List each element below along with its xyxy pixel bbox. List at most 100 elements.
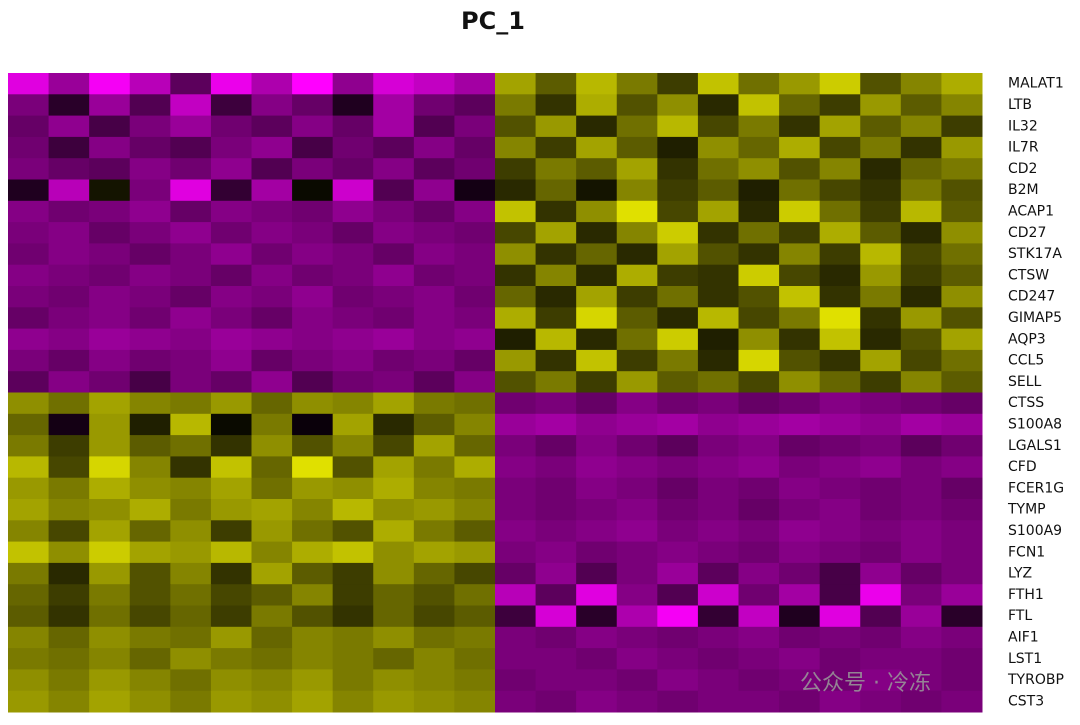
heatmap-cell: [535, 115, 577, 138]
heatmap-cell: [657, 73, 699, 95]
heatmap-cell: [8, 243, 50, 266]
heatmap-cell: [170, 136, 212, 159]
heatmap-cell: [495, 477, 537, 500]
heatmap-cell: [454, 264, 496, 287]
heatmap-cell: [210, 243, 252, 266]
heatmap-cell: [129, 499, 171, 521]
heatmap-cell: [413, 371, 455, 393]
heatmap-cell: [495, 541, 537, 564]
heatmap-cell: [860, 584, 902, 606]
heatmap-cell: [373, 136, 415, 159]
heatmap-cell: [495, 328, 537, 351]
heatmap-cell: [576, 669, 618, 692]
heatmap-cell: [860, 371, 902, 393]
heatmap-cell: [251, 648, 293, 670]
heatmap-cell: [292, 115, 334, 138]
heatmap-cell: [170, 243, 212, 266]
heatmap-cell: [535, 158, 577, 180]
heatmap-cell: [535, 435, 577, 457]
heatmap-cell: [129, 562, 171, 585]
heatmap-cell: [495, 435, 537, 457]
heatmap-cell: [89, 136, 131, 159]
heatmap-cell: [657, 520, 699, 543]
heatmap-cell: [170, 328, 212, 351]
heatmap-cell: [292, 179, 334, 202]
heatmap-cell: [860, 286, 902, 308]
heatmap-cell: [251, 413, 293, 436]
heatmap-cell: [616, 264, 658, 287]
heatmap-cell: [576, 520, 618, 543]
heatmap-cell: [616, 626, 658, 649]
heatmap-cell: [535, 690, 577, 713]
heatmap-cell: [535, 349, 577, 372]
heatmap-cell: [89, 626, 131, 649]
heatmap-cell: [454, 413, 496, 436]
heatmap-cell: [616, 669, 658, 692]
heatmap-cell: [48, 286, 90, 308]
heatmap-cell: [900, 328, 942, 351]
heatmap-cell: [616, 115, 658, 138]
heatmap-cell: [8, 371, 50, 393]
heatmap-cell: [779, 179, 821, 202]
heatmap-cell: [89, 584, 131, 606]
heatmap-cell: [576, 541, 618, 564]
heatmap-cell: [48, 328, 90, 351]
heatmap-cell: [495, 115, 537, 138]
heatmap-cell: [616, 73, 658, 95]
heatmap-cell: [210, 499, 252, 521]
heatmap-cell: [251, 222, 293, 244]
heatmap-cell: [941, 115, 983, 138]
heatmap-cell: [657, 413, 699, 436]
heatmap-cell: [292, 435, 334, 457]
heatmap-cell: [8, 626, 50, 649]
heatmap-cell: [576, 413, 618, 436]
heatmap-cell: [860, 690, 902, 713]
heatmap-cell: [819, 605, 861, 628]
heatmap-cell: [941, 243, 983, 266]
heatmap-cell: [941, 669, 983, 692]
heatmap-cell: [89, 73, 131, 95]
heatmap-cell: [697, 413, 739, 436]
heatmap-cell: [251, 584, 293, 606]
heatmap-cell: [535, 200, 577, 223]
heatmap-cell: [860, 413, 902, 436]
heatmap-cell: [292, 243, 334, 266]
heatmap-cell: [860, 243, 902, 266]
heatmap-cell: [616, 499, 658, 521]
row-label: LST1: [1008, 651, 1042, 667]
heatmap-cell: [48, 307, 90, 330]
heatmap-cell: [657, 392, 699, 415]
heatmap-cell: [89, 648, 131, 670]
heatmap-cell: [8, 115, 50, 138]
heatmap-cell: [8, 605, 50, 628]
heatmap-cell: [941, 307, 983, 330]
heatmap-cell: [779, 200, 821, 223]
heatmap-cell: [535, 456, 577, 479]
heatmap-cell: [941, 158, 983, 180]
heatmap-cell: [170, 584, 212, 606]
heatmap-cell: [535, 264, 577, 287]
heatmap-cell: [251, 179, 293, 202]
heatmap-cell: [8, 286, 50, 308]
heatmap-cell: [495, 307, 537, 330]
heatmap-cell: [210, 541, 252, 564]
heatmap-cell: [535, 626, 577, 649]
heatmap-cell: [454, 669, 496, 692]
heatmap-cell: [900, 243, 942, 266]
heatmap-cell: [454, 520, 496, 543]
row-label: FTH1: [1008, 587, 1044, 603]
heatmap-cell: [332, 136, 374, 159]
heatmap-cell: [48, 541, 90, 564]
heatmap-cell: [495, 392, 537, 415]
heatmap-cell: [535, 179, 577, 202]
heatmap-cell: [697, 520, 739, 543]
heatmap-cell: [129, 669, 171, 692]
heatmap-cell: [129, 200, 171, 223]
heatmap-cell: [616, 136, 658, 159]
heatmap-cell: [332, 499, 374, 521]
heatmap-cell: [779, 477, 821, 500]
heatmap-cell: [170, 179, 212, 202]
heatmap-cell: [8, 179, 50, 202]
heatmap-cell: [373, 690, 415, 713]
heatmap-cell: [89, 328, 131, 351]
